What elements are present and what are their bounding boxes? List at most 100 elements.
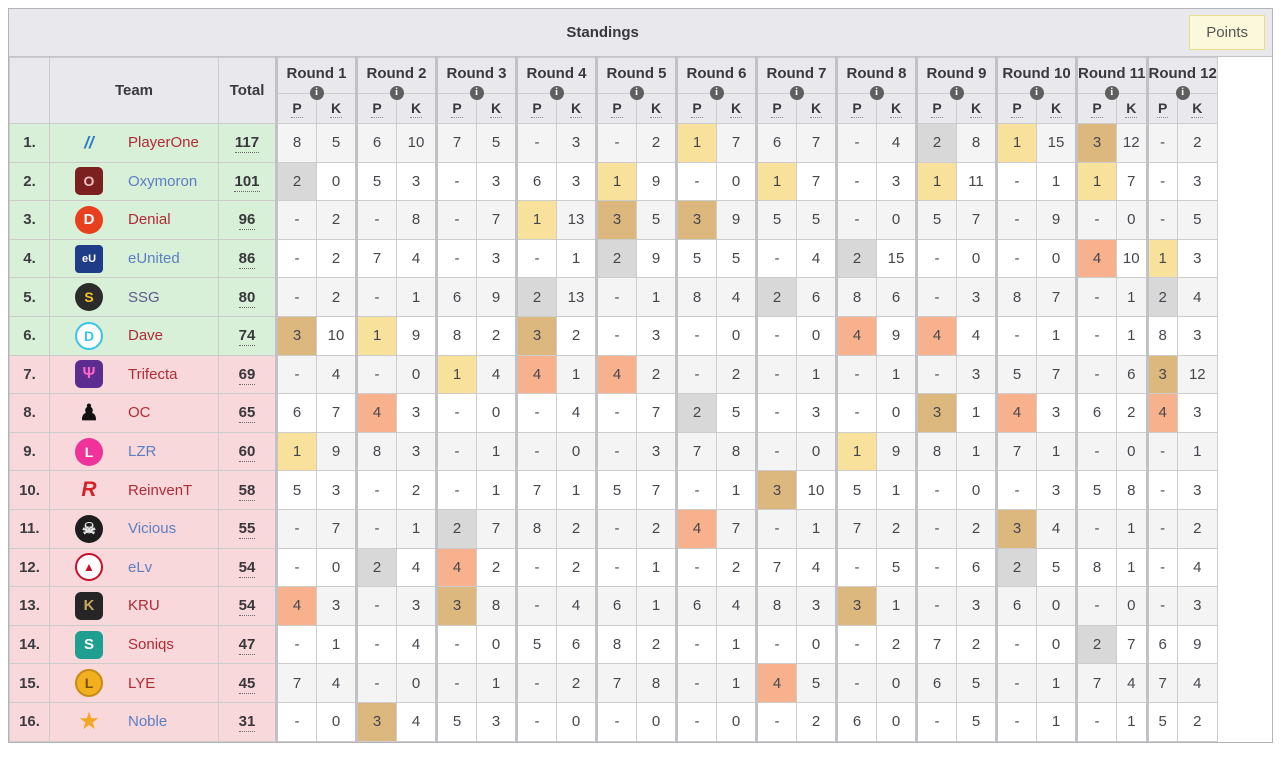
info-icon[interactable]: i (709, 86, 724, 100)
round-3-kills-cell: 3 (476, 701, 517, 742)
total-cell: 65 (218, 393, 277, 433)
round-4-placement-cell: 8 (515, 508, 557, 549)
team-wrap: S SSG (50, 283, 218, 312)
round-4-placement-cell: 7 (515, 470, 557, 510)
round-7-kills-cell: 5 (796, 200, 837, 240)
round-7-placement-cell: - (755, 238, 797, 279)
standings-board: Standings Points Team Total Round 1 i Roun… (8, 8, 1273, 743)
team-link[interactable]: ReinvenT (128, 481, 193, 499)
team-cell: O Oxymoron (49, 161, 219, 202)
info-icon[interactable]: i (549, 86, 564, 100)
info-icon[interactable]: i (1104, 86, 1119, 100)
kills-abbr: K (809, 99, 823, 118)
points-button[interactable]: Points (1189, 15, 1265, 50)
kru-logo-icon[interactable]: K (75, 591, 103, 620)
total-cell: 80 (218, 277, 277, 317)
info-icon[interactable]: i (1175, 86, 1190, 100)
team-link[interactable]: PlayerOne (128, 134, 199, 152)
header-row-rounds: Team Total Round 1 i Round 2 i Round 3 i Round… (9, 57, 1218, 124)
dave-logo-icon[interactable]: D (75, 321, 103, 350)
team-link[interactable]: Denial (128, 211, 171, 229)
team-wrap: O Oxymoron (50, 167, 218, 196)
round-9-placement-cell: 7 (915, 624, 957, 665)
round-11-kills-cell: 0 (1116, 586, 1148, 626)
team-link[interactable]: Soniqs (128, 636, 174, 654)
round-12-placement-cell: - (1145, 123, 1178, 163)
round-3-placement-cell: - (435, 431, 477, 472)
team-link[interactable]: LYE (128, 674, 156, 692)
info-icon[interactable]: i (1029, 86, 1044, 100)
trifecta-logo-icon[interactable]: Ψ (75, 360, 103, 389)
round-6-placement-cell: - (675, 547, 717, 588)
placement-abbr: P (611, 99, 623, 118)
team-link[interactable]: eUnited (128, 250, 180, 268)
round-8-kills-cell: 3 (876, 161, 917, 202)
round-1-placement-cell: 1 (275, 431, 317, 472)
rank-cell: 10. (9, 470, 50, 510)
vicious-logo-icon[interactable]: ☠ (75, 514, 103, 543)
denial-logo-icon[interactable]: D (75, 205, 103, 234)
total-cell: 58 (218, 470, 277, 510)
round-12-placement-cell: - (1145, 470, 1178, 510)
round-12-placement-cell: 3 (1145, 354, 1178, 395)
round-header-label: Round 5 (606, 65, 667, 82)
oxymoron-logo-icon[interactable]: O (75, 167, 103, 196)
round-11-placement-cell: 3 (1075, 123, 1117, 163)
round-7-placement-cell: 1 (755, 161, 797, 202)
kills-abbr: K (1125, 99, 1138, 118)
info-icon[interactable]: i (949, 86, 964, 100)
team-wrap: K KRU (50, 591, 218, 620)
info-icon[interactable]: i (389, 86, 404, 100)
team-cell: L LZR (49, 431, 219, 472)
oc-logo-icon[interactable]: ♟ (79, 399, 99, 425)
team-link[interactable]: Oxymoron (128, 172, 198, 190)
team-link[interactable]: KRU (128, 597, 160, 615)
info-icon[interactable]: i (789, 86, 804, 100)
round-8-kills-cell: 0 (876, 663, 917, 703)
info-icon[interactable]: i (309, 86, 324, 100)
round-11-placement-cell: - (1075, 431, 1117, 472)
team-header: Team (49, 57, 219, 124)
round-5-placement-cell: - (595, 123, 637, 163)
team-link[interactable]: eLv (128, 558, 153, 576)
info-icon[interactable]: i (469, 86, 484, 100)
round-10-placement-cell: - (995, 624, 1037, 665)
noble-logo-icon[interactable]: ★ (79, 710, 99, 734)
round-7-placement-cell: - (755, 624, 797, 665)
team-link[interactable]: Trifecta (128, 365, 178, 383)
lye-logo-icon[interactable]: L (75, 669, 103, 698)
team-link[interactable]: Noble (128, 713, 168, 731)
round-4-kills-cell: 4 (556, 393, 597, 433)
round-2-kills-cell: 4 (396, 238, 437, 279)
rank-cell: 8. (9, 393, 50, 433)
team-link[interactable]: SSG (128, 288, 160, 306)
ssg-logo-icon[interactable]: S (75, 283, 103, 312)
team-cell: ★ Noble (49, 701, 219, 742)
round-1-placement-cell: - (275, 200, 317, 240)
round-10-placement-cell: 6 (995, 586, 1037, 626)
eunited-logo-icon[interactable]: eU (75, 244, 103, 273)
round-3-placement-cell: 4 (435, 547, 477, 588)
placement-subheader: P (355, 93, 397, 124)
table-row: 6. D Dave 74 3 10 1 9 8 2 3 2-3-0-0 4 9 4 4-1-1 8 3 (9, 315, 1218, 356)
round-8-kills-cell: 15 (876, 238, 917, 279)
team-link[interactable]: Dave (128, 327, 164, 345)
reinvent-logo-icon[interactable]: R (81, 478, 97, 502)
round-3-placement-cell: 2 (435, 508, 477, 549)
round-2-kills-cell: 4 (396, 624, 437, 665)
round-6-kills-cell: 1 (716, 624, 757, 665)
round-header-label: Round 9 (926, 65, 987, 82)
table-row: 8. ♟ OC 65 6 7 4 3-0-4-7 2 5-3-0 3 1 4 3 6 2 4 3 (9, 393, 1218, 433)
round-header-label: Round 2 (366, 65, 427, 82)
lzr-logo-icon[interactable]: L (75, 437, 103, 466)
playerone-logo-icon[interactable]: // (84, 132, 94, 152)
round-11-kills-cell: 7 (1116, 624, 1148, 665)
team-link[interactable]: OC (128, 404, 151, 422)
info-icon[interactable]: i (869, 86, 884, 100)
soniqs-logo-icon[interactable]: S (75, 630, 103, 659)
round-12-kills-cell: 4 (1176, 547, 1218, 588)
info-icon[interactable]: i (629, 86, 644, 100)
team-link[interactable]: Vicious (128, 520, 177, 538)
elv-logo-icon[interactable]: ▲ (75, 553, 103, 582)
team-link[interactable]: LZR (128, 443, 157, 461)
